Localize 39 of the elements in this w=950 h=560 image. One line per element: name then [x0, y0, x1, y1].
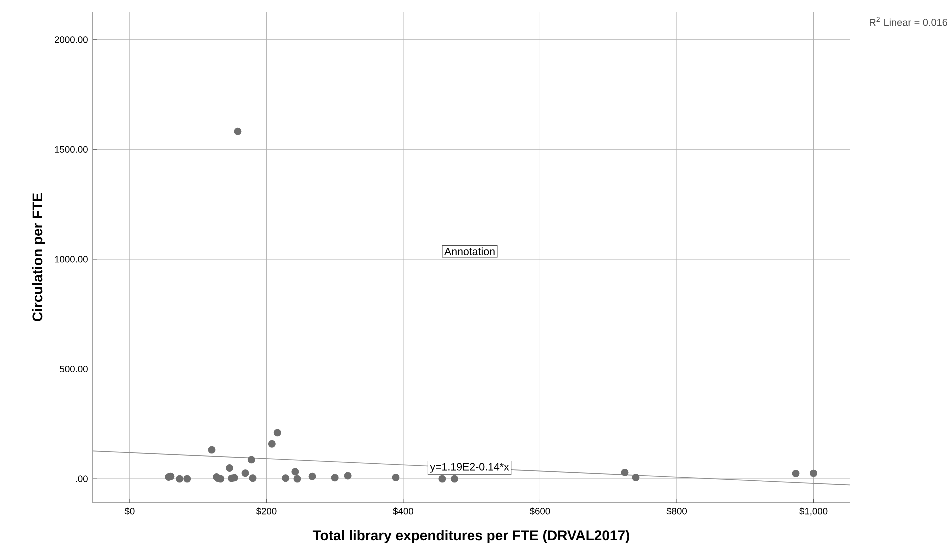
y-tick-label: 1500.00	[55, 146, 88, 153]
point	[451, 475, 458, 483]
point	[249, 474, 257, 482]
point	[184, 475, 192, 483]
annotation: Annotation	[444, 248, 495, 256]
x-tick-label: $800	[666, 508, 688, 516]
text: R$^{2}$ Linear = 0.016	[870, 17, 948, 26]
y-tick-label: 2000.00	[55, 36, 88, 44]
point	[268, 440, 276, 448]
x-tick-label: $400	[393, 508, 414, 516]
point	[208, 446, 216, 454]
point	[274, 429, 282, 437]
point	[792, 470, 800, 478]
y-tick-label: .00	[76, 476, 88, 482]
point	[292, 468, 300, 476]
point	[242, 470, 250, 478]
x-tick-label: $0	[124, 508, 135, 516]
annotation: y=1.19E2-0.14*x	[430, 463, 510, 473]
point	[294, 475, 302, 483]
point	[392, 474, 400, 482]
y-axis-title: Circulation per FTE	[32, 193, 46, 322]
point	[308, 472, 316, 480]
point	[632, 474, 640, 482]
x-axis-title: Total library expenditures per FTE (DRVAL2017)	[312, 530, 630, 544]
point	[282, 474, 290, 482]
y-tick-label: 1000.00	[55, 256, 88, 263]
point	[176, 475, 184, 483]
point	[344, 472, 352, 480]
point	[331, 474, 339, 482]
point	[234, 128, 242, 136]
point	[248, 456, 256, 464]
x-tick-label: $600	[530, 508, 550, 516]
point	[226, 464, 234, 472]
y-tick-label: 500.00	[60, 366, 88, 373]
x-tick-label: $1,000	[800, 508, 828, 516]
point	[438, 475, 446, 483]
point	[621, 468, 629, 476]
x-tick-label: $200	[256, 508, 277, 516]
point	[810, 470, 818, 478]
